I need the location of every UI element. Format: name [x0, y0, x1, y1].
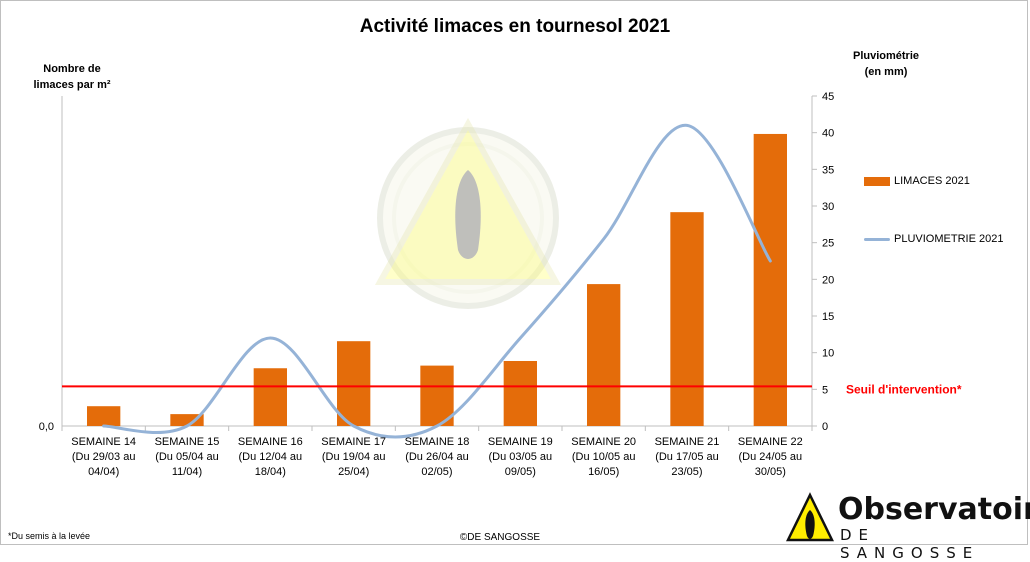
x-tick-label: SEMAINE 20 (Du 10/05 au 16/05)	[571, 436, 636, 478]
left-axis-label-line1: Nombre de	[43, 63, 101, 75]
x-tick-label: SEMAINE 19 (Du 03/05 au 09/05)	[488, 436, 553, 478]
observatoire-logo: Observatoire® DE SANGOSSE	[786, 492, 1030, 562]
threshold-group: Seuil d'intervention*	[62, 382, 962, 396]
chart-plot: Seuil d'intervention* SEMAINE 14 (Du 29/0…	[39, 91, 962, 478]
x-tick-label-line: SEMAINE 20	[571, 436, 636, 448]
x-tick-label-line: (Du 10/05 au	[572, 451, 636, 463]
x-tick-label-line: 30/05)	[755, 466, 786, 478]
watermark-logo	[377, 127, 559, 309]
left-axis-ticks: 0,0	[39, 421, 54, 433]
x-tick-label-line: SEMAINE 21	[655, 436, 720, 448]
copyright: ©DE SANGOSSE	[459, 532, 541, 543]
x-tick-label-line: SEMAINE 22	[738, 436, 803, 448]
left-axis-tick-label: 0,0	[39, 421, 54, 433]
x-tick-label-line: SEMAINE 16	[238, 436, 303, 448]
bar	[253, 368, 287, 426]
x-tick-label-line: SEMAINE 14	[71, 436, 136, 448]
bar-series	[87, 133, 787, 426]
bar	[170, 414, 204, 426]
x-tick-label-line: 04/04)	[88, 466, 119, 478]
bar	[87, 406, 121, 426]
x-tick-label: SEMAINE 21 (Du 17/05 au 23/05)	[655, 436, 720, 478]
x-tick-label-line: 02/05)	[421, 466, 452, 478]
x-axis-labels: SEMAINE 14 (Du 29/03 au 04/04) SEMAINE 15 (D…	[71, 436, 802, 478]
logo-text-sub: DE SANGOSSE	[840, 526, 980, 562]
legend-label-pluviometrie: PLUVIOMETRIE 2021	[894, 233, 1004, 245]
x-tick-label-line: 11/04)	[172, 466, 202, 478]
x-tick-label-line: (Du 17/05 au	[655, 451, 719, 463]
pluviometrie-line	[102, 123, 772, 439]
x-tick-label: SEMAINE 18 (Du 26/04 au 02/05)	[405, 436, 470, 478]
x-tick-label-line: (Du 29/03 au	[72, 451, 136, 463]
x-tick-label: SEMAINE 14 (Du 29/03 au 04/04)	[71, 436, 136, 478]
x-tick-label-line: (Du 12/04 au	[239, 451, 303, 463]
legend-item-pluviometrie: PLUVIOMETRIE 2021	[864, 233, 1003, 245]
right-axis-tick-label: 40	[822, 128, 834, 140]
x-tick-label: SEMAINE 17 (Du 19/04 au 25/04)	[321, 436, 386, 478]
left-axis-label-line2: limaces par m²	[33, 79, 111, 91]
x-tick-label-line: 18/04)	[255, 466, 286, 478]
x-tick-label-line: 23/05)	[671, 466, 702, 478]
right-axis-label: Pluviométrie (en mm)	[836, 48, 936, 80]
right-axis-tick-label: 15	[822, 311, 834, 323]
x-tick-label-line: SEMAINE 15	[155, 436, 220, 448]
legend-item-limaces: LIMACES 2021	[864, 175, 970, 187]
right-axis-tick-label: 10	[822, 348, 834, 360]
right-axis-tick-label: 0	[822, 421, 828, 433]
x-tick-label-line: (Du 03/05 au	[489, 451, 553, 463]
footnote: *Du semis à la levée	[8, 531, 91, 541]
x-tick-label-line: SEMAINE 19	[488, 436, 553, 448]
bar	[753, 133, 787, 426]
x-tick-label-line: (Du 19/04 au	[322, 451, 386, 463]
right-axis-label-line1: Pluviométrie	[852, 50, 920, 62]
x-tick-label-line: (Du 05/04 au	[155, 451, 219, 463]
right-axis-tick-label: 45	[822, 91, 834, 103]
x-tick-label: SEMAINE 22 (Du 24/05 au 30/05)	[738, 436, 803, 478]
right-axis-label-line2: (en mm)	[864, 66, 908, 78]
watermark-triangle	[374, 117, 562, 285]
logo-text-main: Observatoire®	[838, 492, 1030, 527]
bar	[503, 360, 537, 426]
bar	[420, 365, 454, 426]
right-axis-tick-label: 5	[822, 384, 828, 396]
x-tick-label-line: 25/04)	[338, 466, 369, 478]
x-tick-label-line: SEMAINE 17	[321, 436, 386, 448]
chart-frame	[0, 0, 1028, 545]
chart-title: Activité limaces en tournesol 2021	[359, 16, 671, 37]
x-tick-label-line: (Du 24/05 au	[739, 451, 803, 463]
legend-swatch-bar	[864, 176, 890, 186]
bar	[670, 212, 704, 426]
logo-triangle-icon	[786, 492, 834, 542]
x-tick-label-line: 09/05)	[505, 466, 536, 478]
x-tick-label-line: 16/05)	[588, 466, 619, 478]
right-axis-ticks: 0 5 10 15 20 25 30 35 40 45	[812, 91, 834, 433]
threshold-label: Seuil d'intervention*	[846, 382, 962, 396]
right-axis-tick-label: 35	[822, 164, 834, 176]
right-axis-tick-label: 20	[822, 274, 834, 286]
bar	[337, 341, 371, 426]
x-tick-label-line: (Du 26/04 au	[405, 451, 469, 463]
x-tick-label: SEMAINE 16 (Du 12/04 au 18/04)	[238, 436, 303, 478]
x-tick-label: SEMAINE 15 (Du 05/04 au 11/04)	[155, 436, 220, 478]
right-axis-tick-label: 25	[822, 238, 834, 250]
right-axis-tick-label: 30	[822, 201, 834, 213]
bar	[587, 284, 621, 426]
legend-label-limaces: LIMACES 2021	[894, 175, 970, 187]
line-series	[102, 123, 772, 439]
x-tick-label-line: SEMAINE 18	[405, 436, 470, 448]
legend-swatch-line	[864, 237, 890, 241]
left-axis-label: Nombre de limaces par m²	[22, 61, 122, 93]
